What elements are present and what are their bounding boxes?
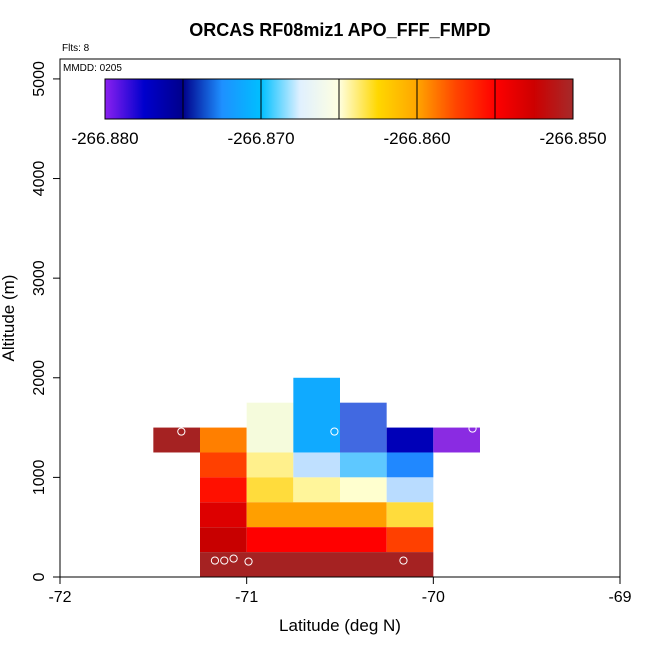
data-point (220, 556, 229, 565)
x-tick-label: -72 (48, 589, 71, 606)
x-tick-label: -71 (235, 589, 258, 606)
heatmap-cell (246, 452, 294, 478)
plot-frame (59, 58, 621, 578)
data-point (244, 557, 253, 566)
heatmap-cell (340, 452, 387, 478)
heatmap-cell (386, 477, 434, 503)
colorbar-tick-label: -266.880 (71, 129, 138, 148)
y-tick-label: 3000 (31, 260, 48, 296)
x-tick-label: -69 (608, 589, 631, 606)
y-axis-label: Altitude (m) (0, 275, 18, 362)
heatmap-cell (200, 527, 247, 553)
colorbar-tick-label: -266.850 (539, 129, 606, 148)
heatmap-cell (386, 427, 434, 453)
heatmap-cell (340, 477, 387, 503)
colorbar: -266.880 -266.870 -266.860 -266.850 (71, 78, 607, 148)
x-axis-label: Latitude (deg N) (279, 616, 401, 635)
heatmap-cell (293, 477, 340, 503)
y-axis: 0 1000 2000 3000 4000 5000 (31, 61, 60, 581)
heatmap-cell (293, 377, 340, 453)
data-point (399, 556, 408, 565)
flights-label: Flts: 8 (62, 43, 90, 54)
x-tick-label: -70 (422, 589, 445, 606)
y-tick-label: 2000 (31, 360, 48, 396)
data-point (177, 427, 186, 436)
heatmap-cell (200, 427, 247, 453)
y-tick-label: 0 (31, 572, 48, 581)
heatmap-cells (153, 377, 480, 577)
heatmap-cell (246, 527, 387, 553)
heatmap-cell (200, 502, 247, 528)
data-point (330, 427, 339, 436)
heatmap-cell (386, 452, 434, 478)
heatmap-cell (340, 402, 387, 453)
y-tick-label: 5000 (31, 61, 48, 97)
heatmap-cell (200, 477, 247, 503)
mmdd-label: MMDD: 0205 (63, 63, 122, 74)
colorbar-tick-label: -266.860 (383, 129, 450, 148)
heatmap-cell (246, 402, 294, 453)
data-point (468, 424, 477, 433)
data-point (283, 385, 292, 394)
heatmap-cell (386, 502, 434, 528)
heatmap-cell (386, 527, 434, 553)
heatmap-cell (200, 452, 247, 478)
colorbar-ticks: -266.880 -266.870 -266.860 -266.850 (71, 79, 607, 148)
flight-points (177, 385, 477, 566)
chart-title: ORCAS RF08miz1 APO_FFF_FMPD (189, 20, 490, 40)
heatmap-cell (433, 427, 480, 453)
colorbar-tick-label: -266.870 (227, 129, 294, 148)
heatmap-cell (246, 502, 387, 528)
heatmap-cell (200, 552, 434, 577)
heatmap-cell (153, 427, 200, 453)
heatmap-cell (246, 477, 294, 503)
data-point (229, 554, 238, 563)
data-point (210, 556, 220, 565)
x-axis: -72 -71 -70 -69 (48, 577, 632, 606)
heatmap-cell (293, 452, 340, 478)
y-tick-label: 4000 (31, 161, 48, 197)
y-tick-label: 1000 (31, 459, 48, 495)
